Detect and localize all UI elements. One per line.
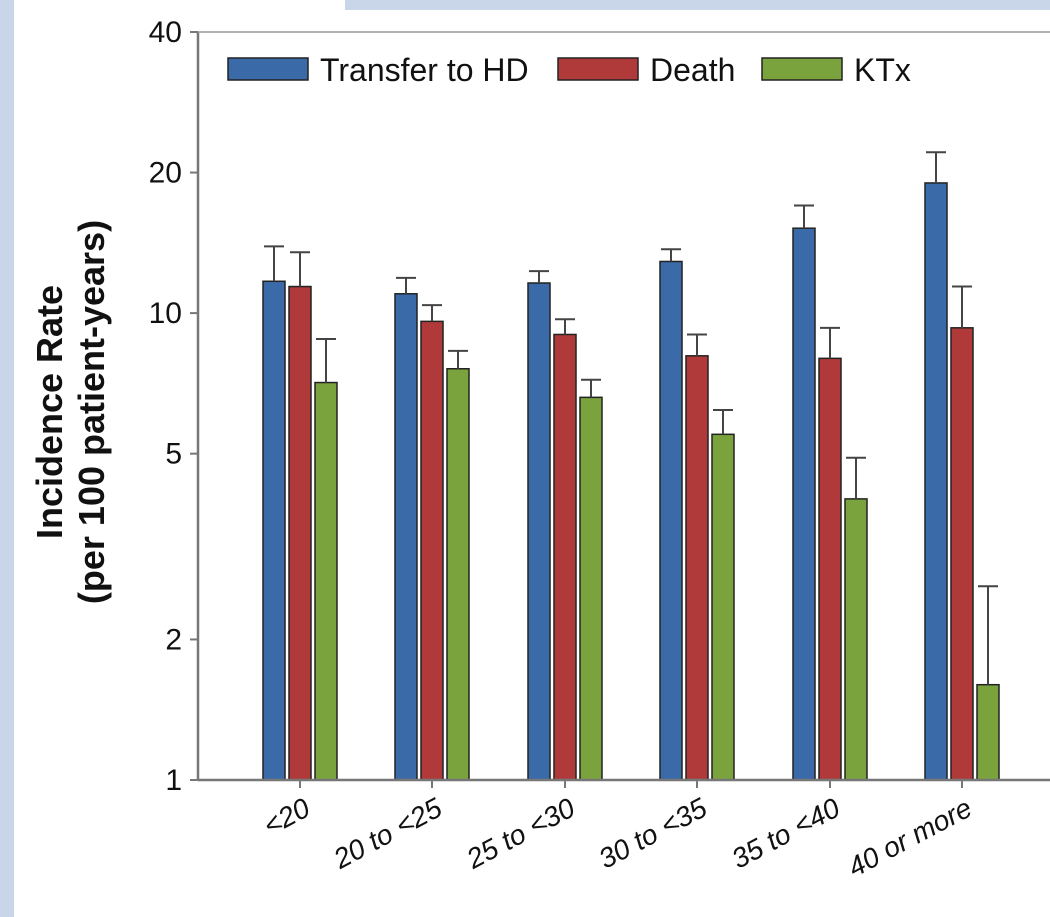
legend-label: Transfer to HD [320, 52, 529, 88]
y-axis-title-line2: (per 100 patient-years) [71, 220, 112, 604]
bar-death [553, 333, 577, 781]
y-tick-label: 10 [149, 297, 182, 330]
top-frame-strip [345, 0, 1050, 10]
category-label: 25 to <30 [461, 792, 581, 875]
bar-transfer-to-hd [924, 182, 948, 781]
legend-swatch [227, 57, 309, 81]
bar-death [685, 355, 709, 781]
bar-death [288, 285, 312, 781]
bar-transfer-to-hd [527, 282, 551, 781]
category-label: 35 to <40 [726, 792, 845, 875]
category-label: 30 to <35 [593, 792, 712, 875]
y-tick-label: 2 [165, 623, 182, 656]
bar-death [950, 327, 974, 781]
y-tick-label: 20 [149, 157, 182, 190]
y-tick-label: 1 [165, 764, 182, 797]
legend: Transfer to HD Death KTx [227, 52, 911, 88]
bar-ktx [446, 367, 470, 781]
bar-ktx [579, 396, 603, 781]
bar-transfer-to-hd [394, 293, 418, 781]
category-label: <20 [258, 792, 315, 842]
y-tick-label: 40 [149, 16, 182, 49]
bar-death [818, 357, 842, 781]
bar-ktx [844, 498, 868, 781]
bar-ktx [314, 381, 338, 781]
legend-label: KTx [854, 52, 911, 88]
left-frame-strip [0, 0, 14, 917]
legend-swatch [761, 57, 843, 81]
legend-label: Death [650, 52, 735, 88]
category-label: 20 to <25 [328, 792, 448, 875]
legend-swatch [557, 57, 639, 81]
bar-death [420, 320, 444, 781]
y-axis-title-line1: Incidence Rate [29, 285, 70, 539]
bar-transfer-to-hd [792, 227, 816, 781]
bar-ktx [711, 433, 735, 781]
bar-transfer-to-hd [659, 260, 683, 781]
bar-transfer-to-hd [262, 280, 286, 781]
y-tick-label: 5 [165, 438, 182, 471]
bar-ktx [976, 683, 1000, 781]
category-label: 40 or more [843, 792, 977, 883]
y-axis-title: Incidence Rate (per 100 patient-years) [29, 220, 112, 604]
